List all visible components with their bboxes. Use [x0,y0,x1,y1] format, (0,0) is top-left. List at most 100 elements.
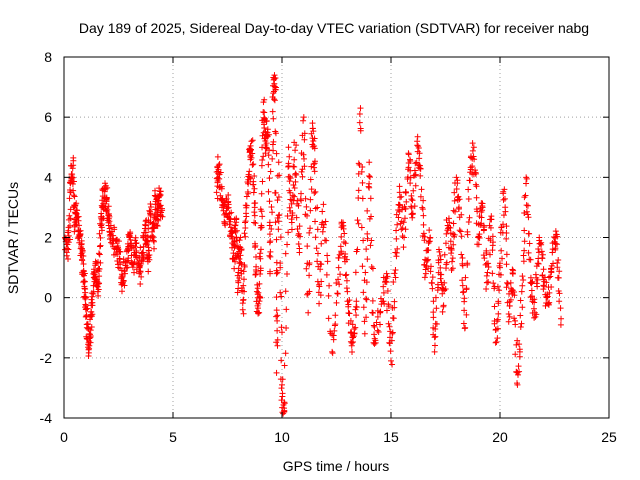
data-point [464,260,471,267]
data-point [238,267,245,274]
data-point [264,126,271,133]
data-point [103,196,110,203]
data-point [266,222,273,229]
data-point [392,267,399,274]
data-point [253,288,260,295]
data-point [304,243,311,250]
data-point [300,151,307,158]
data-point [99,204,106,211]
data-point [511,315,518,322]
data-point [380,289,387,296]
data-point [311,145,318,152]
data-point [450,241,457,248]
data-point [349,321,356,328]
data-point [515,371,522,378]
data-point [461,307,468,314]
data-point [284,213,291,220]
data-point [421,233,428,240]
data-point [81,285,88,292]
data-point [267,168,274,175]
data-point [546,289,553,296]
data-point [369,309,376,316]
data-point [215,162,222,169]
data-point [368,237,375,244]
data-point [292,170,299,177]
data-point [271,97,278,104]
data-point [274,327,281,334]
data-point [343,277,350,284]
data-point [523,180,530,187]
data-point [286,204,293,211]
data-point [465,218,472,225]
data-point [109,240,116,247]
data-point [256,298,263,305]
data-point [437,264,444,271]
data-point [432,333,439,340]
data-point [283,324,290,331]
data-point [401,215,408,222]
data-point [234,237,241,244]
data-point [312,234,319,241]
data-point [88,323,95,330]
data-point [472,170,479,177]
data-point [304,291,311,298]
data-point [360,304,367,311]
data-point [301,136,308,143]
data-point [383,307,390,314]
data-point [351,326,358,333]
data-point [343,256,350,263]
data-point [137,244,144,251]
data-point [95,250,102,257]
data-point [66,195,73,202]
data-point [65,239,72,246]
data-point [516,346,523,353]
data-point [251,173,258,180]
data-point [437,256,444,263]
data-point [257,250,264,257]
data-point [343,285,350,292]
data-point [96,265,103,272]
data-point [481,224,488,231]
data-point [539,272,546,279]
data-point [342,240,349,247]
data-point [77,231,84,238]
data-point [424,257,431,264]
data-point [361,318,368,325]
data-point [498,247,505,254]
data-point [439,308,446,315]
data-point [492,339,499,346]
data-point [436,248,443,255]
data-point [268,226,275,233]
y-tick-label: -2 [40,350,53,366]
data-point [523,175,530,182]
data-point [273,369,280,376]
data-point [429,280,436,287]
data-point [466,214,473,221]
data-point [386,323,393,330]
data-point [316,300,323,307]
data-point [318,278,325,285]
data-point [430,298,437,305]
data-point [348,342,355,349]
data-point [528,279,535,286]
data-point [470,153,477,160]
data-point [485,263,492,270]
data-point [407,174,414,181]
data-point [555,256,562,263]
data-point [261,125,268,132]
data-point [483,279,490,286]
data-point [493,338,500,345]
data-point [256,280,263,287]
data-point [271,96,277,103]
x-tick-label: 15 [383,429,399,445]
data-point [456,196,463,203]
data-point [483,249,490,256]
data-point [507,296,514,303]
data-point [389,361,396,368]
data-point [307,207,314,214]
data-point [353,303,360,310]
data-point [270,138,277,145]
data-point [514,337,521,344]
data-point [314,258,321,265]
data-point [67,215,74,222]
